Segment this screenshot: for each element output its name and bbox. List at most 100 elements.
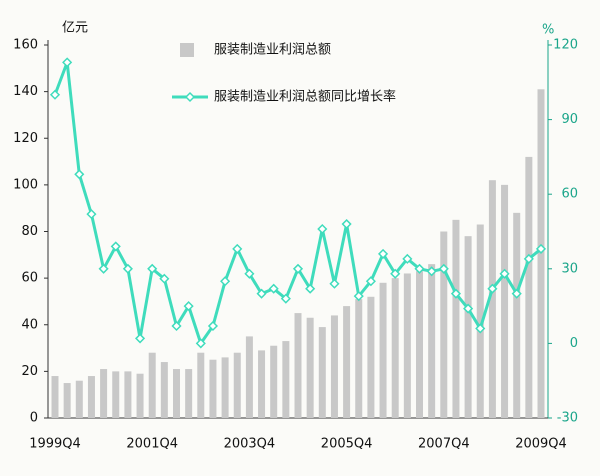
bar [464,236,472,418]
bar [185,369,193,418]
y-tick-label: 40 [21,317,38,332]
bar [270,345,278,418]
line-marker [511,288,522,299]
bar [87,376,95,418]
bar [416,271,423,418]
bar [318,327,326,418]
line-marker [535,243,547,254]
bar [51,376,59,418]
line-marker [365,276,376,287]
bar [476,224,484,418]
y-tick-label: 60 [21,271,38,286]
bar [75,380,83,418]
line-marker [122,263,133,274]
line-marker [390,268,401,279]
bar [501,184,509,418]
x-tick-label: 2001Q4 [126,437,178,452]
y-tick-label: 140 [13,84,38,99]
line-marker [438,263,449,274]
bar [513,212,521,418]
y-tick-label: 20 [21,364,38,379]
bar [379,282,387,418]
x-tick-label: 2003Q4 [224,437,276,452]
legend-label: 服装制造业利润总额同比增长率 [214,89,396,105]
bar [282,341,290,418]
legend-label: 服装制造业利润总额 [214,43,331,58]
bar [100,369,108,418]
bar [306,317,314,418]
line-marker [110,241,121,252]
x-tick-label: 1999Q4 [29,437,81,452]
bar [294,313,302,418]
line-marker [220,276,231,287]
line-marker [475,323,486,334]
line-marker [414,263,425,274]
bar [136,373,144,418]
bar [245,336,253,418]
bar [403,273,411,418]
bar [233,352,241,418]
bar [160,362,168,418]
bar [221,357,229,418]
line-marker [134,333,146,344]
legend-swatch [180,43,194,57]
line-marker [183,301,194,312]
line-marker [62,57,73,68]
y-tick-label: 120 [13,131,38,146]
line-marker [426,266,437,277]
line-marker [305,283,316,294]
line-marker [195,338,206,349]
line-marker [402,253,413,264]
bar [330,315,338,418]
line-marker [329,278,340,289]
y2-tick-label: 90 [561,112,578,127]
bar [440,231,448,418]
y2-tick-label: 60 [561,187,578,202]
y2-unit: % [542,23,554,38]
legend-marker [184,91,196,103]
line-marker [487,283,498,294]
line-marker [232,243,243,254]
bar [391,278,399,418]
bar [452,219,460,418]
line-marker [147,263,158,274]
y-tick-label: 0 [30,411,38,426]
bar [367,296,375,418]
line-marker [86,209,97,220]
bar [488,180,496,418]
bar [355,299,363,418]
line-marker [280,293,291,304]
line-marker [523,253,534,264]
bar [63,383,71,418]
line-marker [244,268,255,279]
line-marker [377,248,389,259]
bar [173,369,180,418]
bar [112,371,120,418]
y2-tick-label: 0 [570,336,578,351]
line-marker [49,89,61,100]
line-marker [341,218,352,230]
y2-tick-label: 120 [553,38,578,53]
line-marker [499,268,510,279]
line-marker [292,263,304,274]
bar [428,264,436,418]
line-marker [268,283,279,294]
y-tick-label: 100 [13,177,38,192]
bar [258,350,266,418]
y-tick-label: 80 [21,224,38,239]
line-marker [353,291,364,302]
line-marker [463,303,474,314]
line-marker [74,169,85,180]
bar [124,371,132,418]
y-unit: 亿元 [62,21,88,36]
y2-tick-label: 30 [561,261,578,276]
bar [148,352,156,418]
line-marker [98,263,109,274]
bar [197,352,205,418]
line-marker [159,273,170,284]
x-tick-label: 2007Q4 [418,437,470,452]
line-marker [256,288,267,299]
bar [525,156,533,418]
line-marker [207,320,219,332]
